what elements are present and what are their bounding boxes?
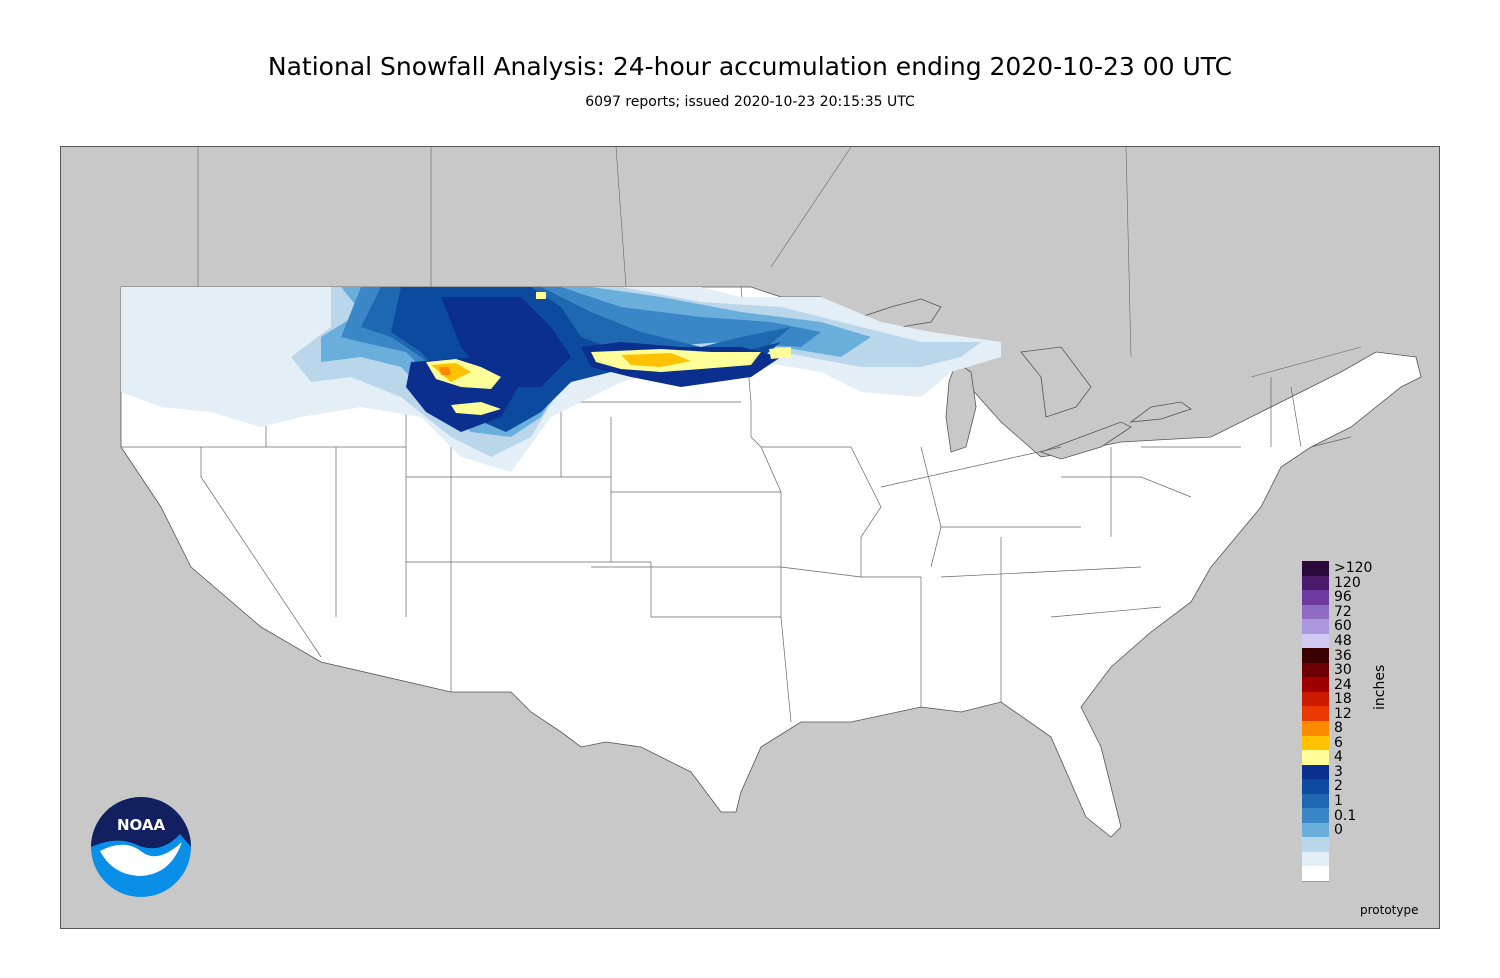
noaa-logo-text: NOAA	[117, 816, 166, 834]
legend-label: >120	[1334, 560, 1373, 577]
lake-huron	[1020, 346, 1092, 418]
legend-label: 3	[1334, 763, 1343, 780]
legend-label: 12	[1334, 705, 1352, 722]
legend-label: 8	[1334, 720, 1343, 737]
legend-label: 36	[1334, 647, 1352, 664]
legend-swatch	[1302, 721, 1329, 737]
legend-label: 4	[1334, 749, 1343, 766]
legend-swatch	[1302, 851, 1329, 867]
legend-swatch	[1302, 866, 1329, 883]
legend-swatch	[1302, 633, 1329, 649]
legend-label: 24	[1334, 676, 1352, 693]
legend-swatch	[1302, 677, 1329, 693]
legend-swatch	[1302, 706, 1329, 722]
legend-label: 60	[1334, 618, 1352, 635]
legend-swatch	[1302, 779, 1329, 795]
lake-ontario	[1129, 401, 1192, 423]
legend-swatch	[1302, 837, 1329, 853]
legend-swatch	[1302, 691, 1329, 707]
snowfall-shading	[121, 287, 1001, 472]
chart-subtitle: 6097 reports; issued 2020-10-23 20:15:35…	[585, 94, 915, 110]
legend-swatch	[1302, 561, 1329, 577]
legend-label: 1	[1334, 793, 1343, 809]
legend-label: 72	[1334, 603, 1352, 620]
legend-label: 120	[1334, 574, 1361, 591]
legend-swatch	[1302, 793, 1329, 809]
legend-label: 0.1	[1334, 807, 1357, 824]
state-borders	[121, 286, 1352, 723]
legend-label: 0	[1334, 822, 1343, 839]
legend-label: 6	[1334, 734, 1343, 751]
legend-swatch	[1302, 648, 1329, 664]
legend-label: 2	[1334, 778, 1343, 795]
legend-swatch	[1302, 822, 1329, 838]
legend-swatch	[1302, 750, 1329, 766]
snowfall-map[interactable]	[60, 146, 1440, 929]
legend-label: 96	[1334, 589, 1352, 606]
province-borders	[197, 147, 1362, 378]
chart-title: National Snowfall Analysis: 24-hour accu…	[267, 52, 1233, 81]
legend-swatch	[1302, 735, 1329, 751]
legend-swatch	[1302, 590, 1329, 606]
lake-michigan	[945, 361, 977, 453]
noaa-logo: NOAA	[91, 797, 191, 897]
legend-swatch	[1302, 808, 1329, 824]
lake-erie	[1039, 421, 1132, 460]
legend: >120 120 96 72 60 48 36 30 24 18 12 8 6 4 3 2 1 0.1 0	[1302, 560, 1422, 883]
legend-label: 30	[1334, 662, 1352, 679]
legend-swatch	[1302, 764, 1329, 780]
legend-units: inches	[1372, 664, 1388, 710]
legend-swatch	[1302, 662, 1329, 678]
prototype-label: prototype	[1360, 903, 1419, 917]
legend-swatch	[1302, 604, 1329, 620]
legend-label: 48	[1334, 633, 1352, 649]
legend-label: 18	[1334, 691, 1352, 708]
map-canvas	[120, 147, 1422, 838]
legend-swatch	[1302, 619, 1329, 635]
legend-swatch	[1302, 575, 1329, 591]
